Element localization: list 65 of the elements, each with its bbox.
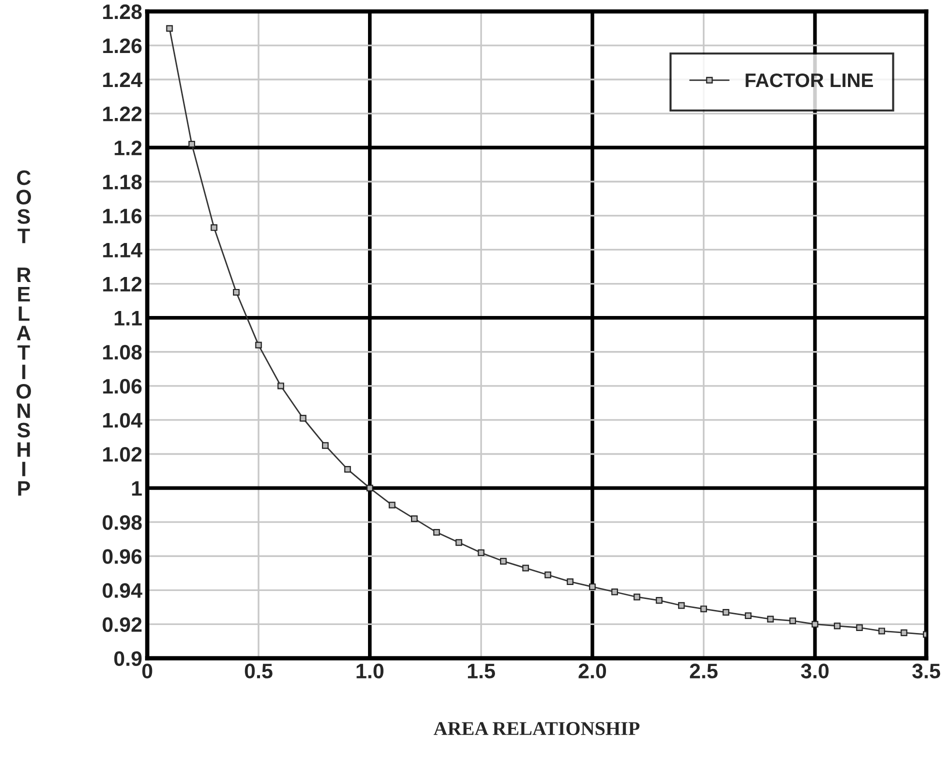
point	[388, 502, 396, 508]
point	[344, 466, 351, 473]
text: COST RELATIONSHIP	[16, 170, 31, 496]
point	[522, 564, 529, 572]
point	[566, 578, 574, 585]
point	[589, 583, 596, 590]
point	[544, 572, 552, 578]
y-tick-label: 1.24	[103, 72, 142, 88]
point	[744, 612, 752, 620]
point	[700, 606, 708, 612]
point	[878, 628, 886, 634]
x-tick-label: 2.5	[690, 664, 718, 678]
y-tick-label: 1.26	[103, 38, 142, 54]
point	[678, 602, 685, 609]
point	[433, 528, 440, 536]
point	[166, 25, 173, 32]
point	[456, 539, 462, 546]
point	[277, 382, 284, 390]
y-tick-label: 0.98	[102, 515, 142, 530]
point	[210, 224, 218, 231]
point	[478, 549, 484, 556]
point	[322, 442, 329, 449]
point	[722, 608, 730, 616]
x-tick-label: 0	[142, 664, 152, 678]
y-tick-label: 1	[132, 481, 142, 496]
legend-label: FACTOR LINE	[746, 73, 873, 88]
point	[834, 622, 841, 630]
x-axis-title: AREA RELATIONSHIP	[434, 722, 640, 736]
point	[812, 620, 818, 628]
y-tick-label: 0.94	[102, 583, 142, 598]
y-tick-label: 1.14	[103, 242, 142, 258]
point	[232, 288, 240, 296]
x-tick-label: 1.0	[356, 664, 384, 678]
point	[300, 414, 306, 422]
point	[188, 140, 196, 148]
x-tick-label: 1.5	[468, 664, 496, 678]
point	[656, 597, 662, 604]
y-tick-label: 1.1	[114, 311, 142, 326]
y-tick-label: 1.08	[103, 344, 142, 360]
y-tick-label: 0.96	[102, 549, 142, 564]
point	[856, 624, 863, 631]
point	[900, 629, 908, 636]
y-tick-label: 0.9	[114, 651, 142, 666]
y-tick-label: 1.28	[103, 4, 142, 20]
point	[767, 616, 774, 622]
point	[789, 617, 796, 624]
y-tick-label: 1.2	[114, 140, 142, 156]
point	[634, 594, 640, 600]
y-tick-label: 1.16	[103, 208, 142, 224]
x-tick-label: 2.0	[578, 664, 606, 678]
y-tick-label: 1.02	[103, 447, 142, 462]
y-tick-label: 1.22	[103, 106, 142, 122]
point	[611, 588, 618, 596]
x-tick-label: 0.5	[244, 664, 272, 678]
y-tick-label: 1.18	[103, 174, 142, 190]
y-tick-label: 1.04	[103, 412, 142, 428]
point	[255, 342, 262, 348]
y-tick-label: 1.12	[103, 276, 142, 292]
point	[500, 558, 507, 565]
point	[366, 484, 374, 492]
point	[411, 515, 418, 522]
x-tick-label: 3.0	[800, 664, 829, 678]
y-tick-label: 0.92	[102, 617, 142, 632]
x-tick-label: 3.5	[912, 664, 940, 678]
y-tick-label: 1.06	[103, 378, 142, 394]
